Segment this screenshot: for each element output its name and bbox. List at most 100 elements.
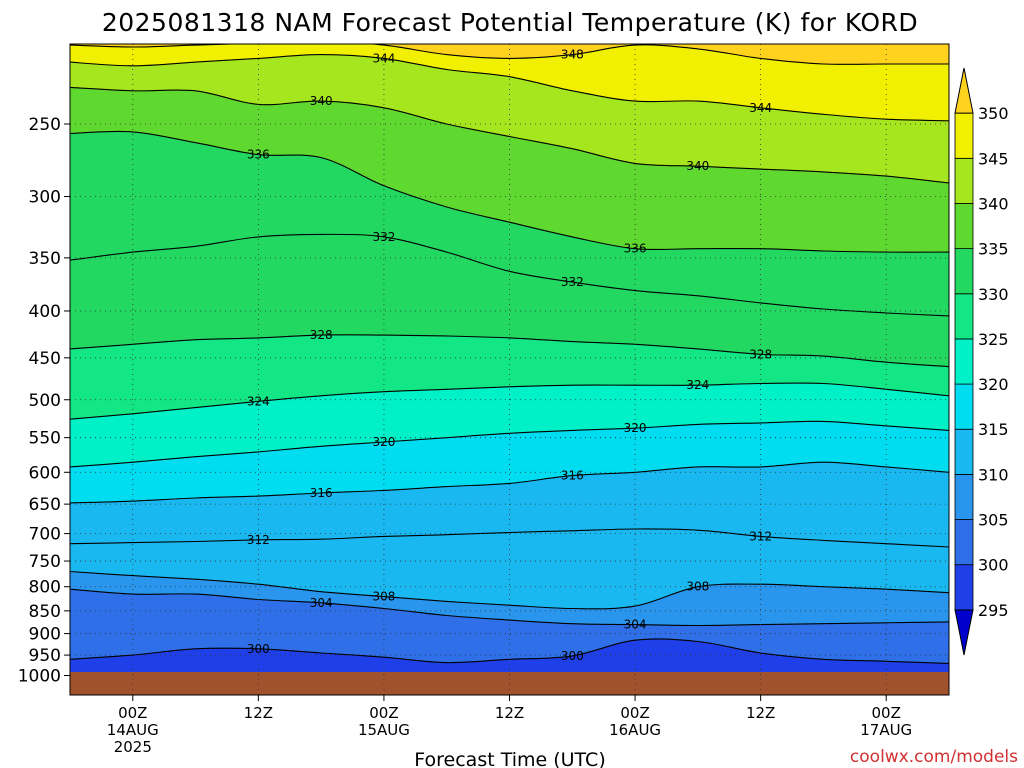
x-tick-label-0-2: 2025 xyxy=(114,738,152,756)
contour-label-312-0: 312 xyxy=(247,533,270,547)
y-tick-label-1000: 1000 xyxy=(18,667,61,687)
theta-band-344 xyxy=(70,44,949,121)
contour-label-344-0: 344 xyxy=(372,51,395,65)
colorbar-swatch-330 xyxy=(954,248,974,295)
x-tick-label-1-0: 12Z xyxy=(244,704,273,722)
isentrope-340 xyxy=(70,86,949,184)
x-tick-label-3-0: 12Z xyxy=(495,704,524,722)
isentrope-316 xyxy=(70,461,949,504)
colorbar-label-295: 295 xyxy=(978,601,1009,620)
colorbar-label-310: 310 xyxy=(978,465,1009,484)
isentrope-332 xyxy=(70,233,949,317)
contour-label-328-0: 328 xyxy=(310,328,333,342)
colorbar-swatch-315 xyxy=(954,383,974,430)
isentrope-344 xyxy=(70,54,949,122)
contour-label-308-1: 308 xyxy=(686,580,709,594)
contour-label-308-0: 308 xyxy=(372,590,395,604)
colorbar-swatch-335 xyxy=(954,203,974,250)
colorbar-arrow-bottom xyxy=(954,609,974,656)
isentrope-348 xyxy=(70,44,949,65)
contour-label-316-0: 316 xyxy=(310,486,333,500)
colorbar-swatch-310 xyxy=(954,428,974,475)
contour-label-300-0: 300 xyxy=(247,642,270,656)
colorbar-label-325: 325 xyxy=(978,330,1009,349)
y-tick-label-600: 600 xyxy=(29,463,61,483)
colorbar-label-345: 345 xyxy=(978,149,1009,168)
contour-label-320-0: 320 xyxy=(372,435,395,449)
colorbar-swatch-305 xyxy=(954,473,974,520)
x-axis-label: Forecast Time (UTC) xyxy=(414,749,605,768)
ground-bar xyxy=(70,672,949,695)
contour-label-304-1: 304 xyxy=(624,618,647,632)
y-tick-label-700: 700 xyxy=(29,525,61,545)
isentrope-320 xyxy=(70,420,949,468)
contour-labels: 300 300 304 304 308 308 312 312 316 316 320 320 324 3… xyxy=(247,48,772,663)
y-tick-label-450: 450 xyxy=(29,349,61,369)
contour-label-348-1: 348 xyxy=(561,48,584,62)
colorbar-label-315: 315 xyxy=(978,420,1009,439)
y-tick-label-750: 750 xyxy=(29,552,61,572)
colorbar-label-335: 335 xyxy=(978,240,1009,259)
y-tick-label-400: 400 xyxy=(29,302,61,322)
theta-bands xyxy=(70,44,949,695)
y-tick-label-850: 850 xyxy=(29,602,61,622)
colorbar-label-340: 340 xyxy=(978,194,1009,213)
plot-area xyxy=(70,44,949,695)
y-tick-label-250: 250 xyxy=(29,115,61,135)
colorbar-swatch-325 xyxy=(954,293,974,340)
colorbar-label-305: 305 xyxy=(978,511,1009,530)
contour-label-324-1: 324 xyxy=(686,378,709,392)
isentrope-308 xyxy=(70,570,949,610)
y-tick-label-300: 300 xyxy=(29,188,61,208)
contour-label-320-1: 320 xyxy=(624,421,647,435)
isentrope-contours xyxy=(70,44,949,664)
contour-label-304-0: 304 xyxy=(310,596,333,610)
colorbar-arrow-top xyxy=(954,67,974,114)
contour-label-328-1: 328 xyxy=(749,347,772,361)
colorbar-swatch-345 xyxy=(954,112,974,159)
colorbar-label-350: 350 xyxy=(978,104,1009,123)
x-tick-label-5-0: 12Z xyxy=(746,704,775,722)
x-tick-label-2-1: 15AUG xyxy=(358,721,410,739)
credit-text: coolwx.com/models xyxy=(850,747,1018,767)
contour-label-324-0: 324 xyxy=(247,394,270,408)
contour-label-332-1: 332 xyxy=(561,275,584,289)
isentrope-324 xyxy=(70,382,949,420)
y-tick-label-800: 800 xyxy=(29,578,61,598)
y-axis: 250 300 350 400 450 500 550 600 650 700 750 800 850 9… xyxy=(18,115,70,687)
contour-label-332-0: 332 xyxy=(372,230,395,244)
contour-label-300-1: 300 xyxy=(561,649,584,663)
colorbar: 295 300 305 310 315 320 325 330 335 340 345 350 xyxy=(954,67,1009,656)
x-tick-label-4-0: 00Z xyxy=(620,704,649,722)
y-tick-label-900: 900 xyxy=(29,625,61,645)
colorbar-swatch-300 xyxy=(954,519,974,566)
contour-label-340-1: 340 xyxy=(686,159,709,173)
y-tick-label-650: 650 xyxy=(29,495,61,515)
x-tick-label-6-0: 00Z xyxy=(872,704,901,722)
x-tick-label-4-1: 16AUG xyxy=(609,721,661,739)
contour-label-344-1: 344 xyxy=(749,101,772,115)
isentrope-328 xyxy=(70,334,949,368)
grid xyxy=(70,44,949,695)
contour-label-312-1: 312 xyxy=(749,529,772,543)
colorbar-label-300: 300 xyxy=(978,556,1009,575)
x-tick-label-0-1: 14AUG xyxy=(107,721,159,739)
y-tick-label-550: 550 xyxy=(29,429,61,449)
chart-title: 2025081318 NAM Forecast Potential Temper… xyxy=(102,8,918,37)
colorbar-swatch-295 xyxy=(954,564,974,611)
y-tick-label-350: 350 xyxy=(29,249,61,269)
contour-label-316-1: 316 xyxy=(561,469,584,483)
y-tick-label-500: 500 xyxy=(29,391,61,411)
colorbar-label-320: 320 xyxy=(978,375,1009,394)
x-tick-label-0-0: 00Z xyxy=(118,704,147,722)
contour-label-336-1: 336 xyxy=(624,242,647,256)
isentrope-312 xyxy=(70,528,949,548)
y-tick-label-950: 950 xyxy=(29,646,61,666)
contour-label-340-0: 340 xyxy=(310,94,333,108)
isentrope-304 xyxy=(70,588,949,627)
colorbar-swatch-320 xyxy=(954,338,974,385)
x-tick-label-2-0: 00Z xyxy=(369,704,398,722)
contour-label-336-0: 336 xyxy=(247,148,270,162)
